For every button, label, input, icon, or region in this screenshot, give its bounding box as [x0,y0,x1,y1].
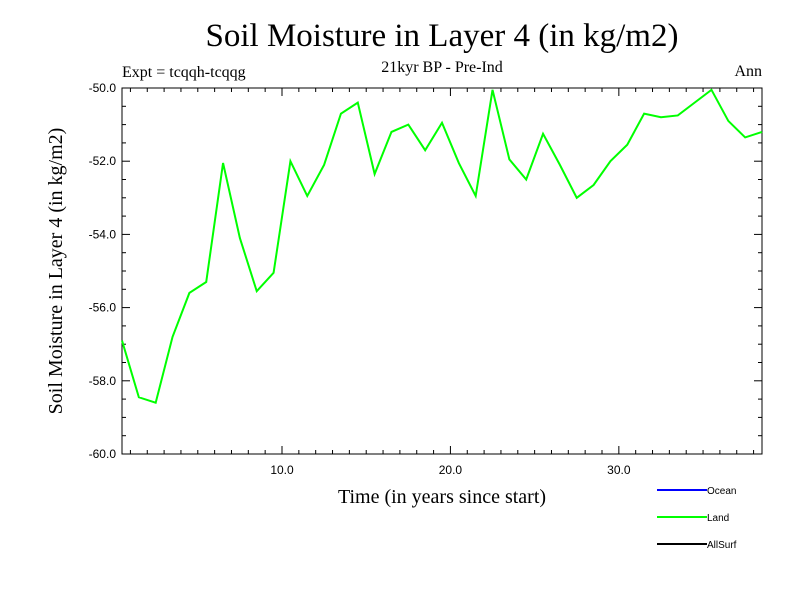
y-tick-label: -52.0 [89,154,117,168]
chart-title: Soil Moisture in Layer 4 (in kg/m2) [206,18,679,54]
x-tick-label: 30.0 [607,463,631,477]
chart-season-label: Ann [734,63,762,80]
y-tick-label: -54.0 [89,227,117,241]
x-tick-label: 10.0 [270,463,294,477]
chart-experiment-label: Expt = tcqqh-tcqqg [122,64,246,81]
y-axis: -60.0 -58.0 -56.0 -54.0 -52.0 -50.0 [89,81,762,461]
chart-subtitle: 21kyr BP - Pre-Ind [381,59,503,76]
y-tick-label: -50.0 [89,81,117,95]
legend-label: Land [707,513,729,524]
y-axis-label: Soil Moisture in Layer 4 (in kg/m2) [45,128,67,415]
legend: Ocean Land AllSurf [657,486,737,551]
series-line-land [121,88,763,405]
y-tick-label: -58.0 [89,374,117,388]
x-tick-label: 20.0 [439,463,463,477]
legend-label: Ocean [707,486,736,497]
x-axis-label: Time (in years since start) [338,486,546,508]
plot-frame [121,87,763,455]
x-axis: 10.0 20.0 30.0 [129,88,755,477]
y-tick-label: -56.0 [89,301,117,315]
y-tick-label: -60.0 [89,447,117,461]
series-group [121,88,763,405]
legend-label: AllSurf [707,540,737,551]
